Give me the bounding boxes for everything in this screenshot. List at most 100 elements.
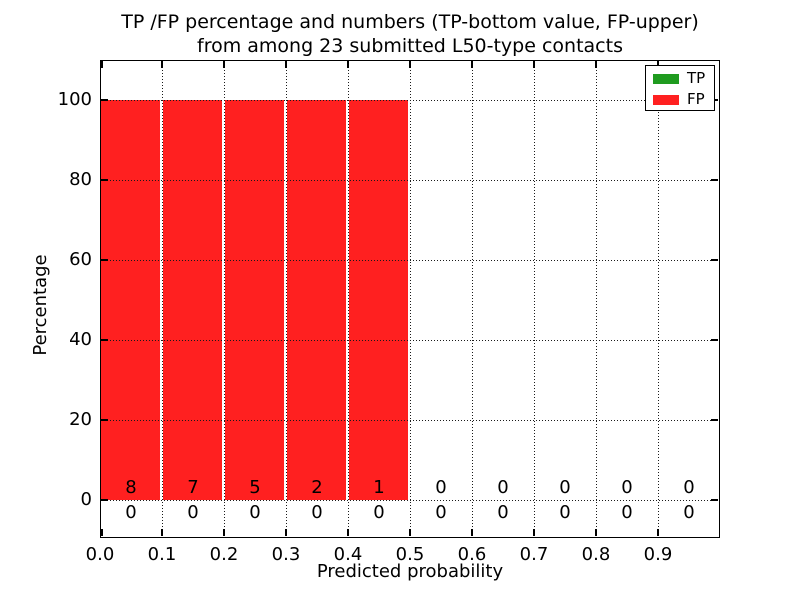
x-tick-label: 0.3 (271, 544, 301, 565)
gridline-horizontal (101, 99, 718, 101)
y-axis-tick (101, 339, 108, 341)
x-tick-label: 0.6 (457, 544, 487, 565)
x-axis-tick (533, 529, 535, 536)
gridline-horizontal (101, 339, 718, 341)
y-axis-tick (711, 259, 718, 261)
y-axis-tick (101, 419, 108, 421)
y-tick-label: 0 (80, 489, 92, 510)
x-axis-tick (285, 61, 287, 68)
gridline-vertical (657, 61, 659, 536)
y-axis-label: Percentage (30, 254, 51, 356)
x-axis-tick (285, 529, 287, 536)
fp-count-label: 0 (683, 477, 695, 498)
y-axis-tick (101, 499, 108, 501)
chart-title: TP /FP percentage and numbers (TP-bottom… (90, 10, 730, 58)
legend-label-tp: TP (687, 69, 706, 87)
x-tick-label: 0.7 (519, 544, 549, 565)
y-axis-tick (101, 179, 108, 181)
x-axis-tick (657, 529, 659, 536)
bar-fp (287, 99, 346, 500)
x-axis-tick (533, 61, 535, 68)
fp-count-label: 0 (435, 477, 447, 498)
gridline-vertical (533, 61, 535, 536)
legend-label-fp: FP (687, 90, 705, 108)
tp-count-label: 0 (435, 502, 447, 523)
y-tick-label: 40 (69, 329, 92, 350)
x-axis-tick (595, 529, 597, 536)
x-tick-label: 0.8 (581, 544, 611, 565)
tp-count-label: 0 (187, 502, 199, 523)
legend-item-tp: TP (646, 68, 714, 89)
legend-swatch-fp-icon (653, 94, 679, 105)
x-tick-label: 0.0 (85, 544, 115, 565)
tp-count-label: 0 (125, 502, 137, 523)
fp-count-label: 0 (559, 477, 571, 498)
x-axis-tick (347, 529, 349, 536)
x-axis-tick (101, 529, 103, 536)
x-axis-tick (161, 529, 163, 536)
x-axis-tick (595, 61, 597, 68)
bar-fp (101, 99, 160, 500)
x-axis-tick (223, 529, 225, 536)
x-axis-tick (161, 61, 163, 68)
gridline-vertical (347, 61, 349, 536)
x-axis-tick (409, 61, 411, 68)
tp-count-label: 0 (683, 502, 695, 523)
chart-title-line1: TP /FP percentage and numbers (TP-bottom… (121, 11, 699, 33)
gridline-horizontal (101, 259, 718, 261)
x-axis-tick (409, 529, 411, 536)
x-tick-label: 0.2 (209, 544, 239, 565)
y-axis-tick (101, 99, 108, 101)
y-axis-tick (101, 259, 108, 261)
gridline-vertical (161, 61, 163, 536)
gridline-horizontal (101, 179, 718, 181)
x-axis-label: Predicted probability (316, 561, 504, 582)
gridline-vertical (285, 61, 287, 536)
fp-count-label: 0 (497, 477, 509, 498)
fp-count-label: 2 (311, 477, 323, 498)
x-axis-tick (471, 61, 473, 68)
x-tick-label: 0.5 (395, 544, 425, 565)
tp-count-label: 0 (497, 502, 509, 523)
gridline-vertical (471, 61, 473, 536)
y-tick-label: 60 (69, 249, 92, 270)
gridline-vertical (409, 61, 411, 536)
x-axis-tick (101, 61, 103, 68)
plot-area (100, 60, 720, 538)
y-axis-tick (711, 419, 718, 421)
tp-count-label: 0 (621, 502, 633, 523)
y-axis-tick (711, 179, 718, 181)
bar-fp (225, 99, 284, 500)
y-tick-label: 100 (57, 89, 92, 110)
x-axis-tick (223, 61, 225, 68)
x-axis-tick (347, 61, 349, 68)
y-tick-label: 80 (69, 169, 92, 190)
chart-title-line2: from among 23 submitted L50-type contact… (197, 35, 623, 57)
tp-count-label: 0 (311, 502, 323, 523)
legend-swatch-tp-icon (653, 73, 679, 84)
legend: TP FP (645, 65, 715, 111)
bar-fp (163, 99, 222, 500)
tp-count-label: 0 (249, 502, 261, 523)
gridline-horizontal (101, 499, 718, 501)
bar-fp (349, 99, 408, 500)
y-tick-label: 20 (69, 409, 92, 430)
fp-count-label: 8 (125, 477, 137, 498)
x-axis-tick (657, 61, 659, 68)
fp-count-label: 0 (621, 477, 633, 498)
x-tick-label: 0.9 (643, 544, 673, 565)
tp-count-label: 0 (373, 502, 385, 523)
fp-count-label: 5 (249, 477, 261, 498)
legend-item-fp: FP (646, 89, 714, 110)
fp-count-label: 1 (373, 477, 385, 498)
y-axis-tick (711, 339, 718, 341)
x-tick-label: 0.4 (333, 544, 363, 565)
y-axis-tick (711, 499, 718, 501)
x-axis-tick (471, 529, 473, 536)
x-tick-label: 0.1 (147, 544, 177, 565)
tp-count-label: 0 (559, 502, 571, 523)
gridline-vertical (595, 61, 597, 536)
fp-count-label: 7 (187, 477, 199, 498)
gridline-vertical (223, 61, 225, 536)
